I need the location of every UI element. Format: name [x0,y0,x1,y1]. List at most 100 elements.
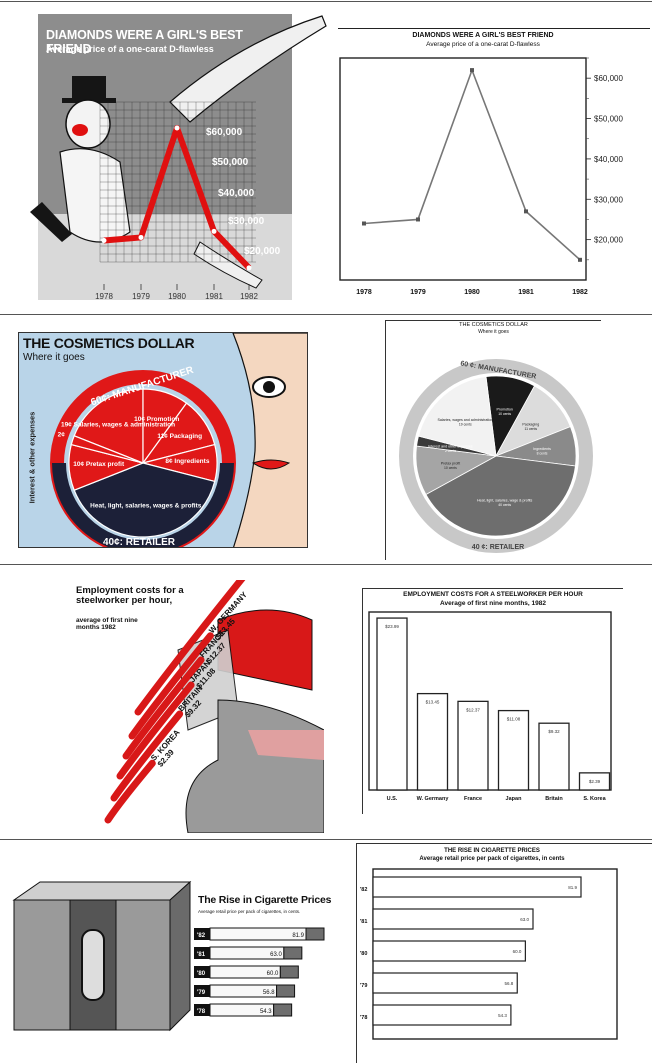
plot-frame [368,611,612,791]
x-tick-label: 1980 [168,292,186,301]
y-tick-label: '79 [360,983,367,989]
diamonds-illustrated-chart: $60,000 $50,000 $40,000 $30,000 $20,000 1978… [0,2,330,302]
slice-label: Packaging [522,422,539,426]
cosmetics-plain-chart: THE COSMETICS DOLLAR Where it goes Promo… [385,320,601,560]
pie-slice [73,388,144,464]
row-divider [0,839,652,840]
slice-label: 19¢ Salaries, wages & administration [61,421,175,428]
chart-subtitle: Where it goes [23,352,85,363]
steel-illustrated-streaks [104,580,246,824]
chart-title: THE COSMETICS DOLLAR [23,335,195,351]
y-tick-labels: $60,000 $50,000 $40,000 $30,000 $20,000 [586,57,623,261]
data-point [138,234,144,240]
cosmetics-illustrated-chart: THE COSMETICS DOLLAR Where it goes Inter… [18,332,308,548]
data-point [578,257,582,262]
slice-label: Interest and other expenses [428,444,473,448]
pie-slice [70,435,144,464]
showgirl-illustration [30,15,327,289]
bar-value-label: 56.8 [504,981,513,986]
slice-label: Salaries, wages and administration [437,418,493,422]
x-tick-label: Britain [545,796,563,802]
bar [497,709,530,791]
cigarette-pack-illustration [12,880,192,1032]
steel-plain-bars: $23.99 U.S. $13.45 W. Germany $12.37 France $1… [376,617,611,802]
chart-subtitle: Average retail price per pack of cigaret… [419,856,565,862]
data-point [246,265,252,271]
bar-filter-tip [279,965,299,979]
bar-value-label: $23.99 [385,624,399,629]
chart-title: EMPLOYMENT COSTS FOR A STEELWORKER PER H… [403,591,583,598]
slice-sublabel: 10 cents [498,412,511,416]
face-illustration [232,333,307,547]
bar-value-label: 81.9 [568,885,577,890]
cigarette-plain-chart: THE RISE IN CIGARETTE PRICES Average ret… [356,843,652,1063]
bar [372,940,526,962]
slice-sublabel: 40 cents [498,503,511,507]
x-tick-label: 1979 [132,292,150,301]
bar-filter-tip [283,946,303,960]
x-tick-label: 1978 [95,292,113,301]
slice-label: 10¢ Promotion [134,416,179,423]
y-tick-label: $30,000 [228,216,265,227]
data-point [470,68,474,73]
bar [372,1004,512,1026]
value-streak [104,759,156,824]
value-streak [128,632,214,740]
chart-subtitle: Average price of a one-carat D-flawless [46,44,214,54]
slice-label: 2¢ [58,431,66,438]
data-point [524,209,528,214]
cigarette-plain-plot: 81.9 '82 63.0 '81 60.0 '80 56.8 '79 54.3 '78 [360,868,618,1040]
bar [372,972,518,994]
x-tick-label: Japan [506,796,523,802]
plot-frame [339,57,587,281]
slice-label: 11¢ Packaging [157,433,202,440]
chart-title: THE RISE IN CIGARETTE PRICES [444,848,540,854]
x-tick-label: France [464,796,482,802]
y-tick-label: '81 [197,952,206,958]
title-rule [386,320,601,321]
data-point [101,237,107,243]
slice-sublabel: 10 cents [444,466,457,470]
x-tick-label: 1981 [518,289,534,296]
diamonds-illustrated-series [101,125,252,271]
chart-subtitle: Average price of a one-carat D-flawless [426,41,540,48]
data-point [211,228,217,234]
diamonds-illustrated-plot: $60,000 $50,000 $40,000 $30,000 $20,000 1978… [30,15,327,301]
y-tick-label: '80 [360,951,367,957]
y-tick-label: $50,000 [212,157,249,168]
bar-value-label: 60.0 [267,971,279,977]
value-streak [110,710,184,802]
chart-subtitle: Average retail price per pack of cigaret… [198,909,301,914]
slice-label: Pretax profit [441,462,460,466]
bar [457,700,489,791]
cigarette-illustrated-chart: '82 81.9 '81 63.0 '80 60.0 '79 56.8 '78 54.3 The … [0,850,340,1050]
y-tick-label: $30,000 [594,195,623,204]
bar-year-tag [194,928,210,940]
value-streak [122,656,205,760]
bar-value-label: 63.0 [270,952,282,958]
x-tick-label: 1978 [356,289,372,296]
slice-label: Heat, light, salaries, wage & profits [477,499,533,503]
y-tick-label: $60,000 [594,74,623,83]
y-tick-label: $50,000 [594,115,623,124]
x-tick-label: 1982 [240,292,258,301]
slice-label: Heat, light, salaries, wages & profits [90,502,202,509]
cosmetics-plain-slices [415,375,577,537]
y-tick-label: $40,000 [218,188,255,199]
y-tick-label: $20,000 [594,236,623,245]
y-tick-label: '80 [197,971,206,977]
bar-value-label: $12.37 [466,707,480,712]
slice-label: Promotion [496,407,512,411]
row-divider [0,564,652,565]
slice-sublabel: 2 cents [445,449,456,453]
x-tick-labels: 1978 1979 1980 1981 1982 [95,284,258,301]
y-tick-label: '78 [197,1009,206,1015]
title-rule [363,588,623,589]
steel-plain-chart: EMPLOYMENT COSTS FOR A STEELWORKER PER H… [362,588,623,814]
chart-title: DIAMONDS WERE A GIRL'S BEST FRIEND [412,32,554,39]
y-tick-label: $20,000 [244,246,281,257]
ring-label-retailer: 40¢: RETAILER [103,537,176,548]
bar-year-tag [194,985,210,997]
bar-value-label: 56.8 [263,990,275,996]
